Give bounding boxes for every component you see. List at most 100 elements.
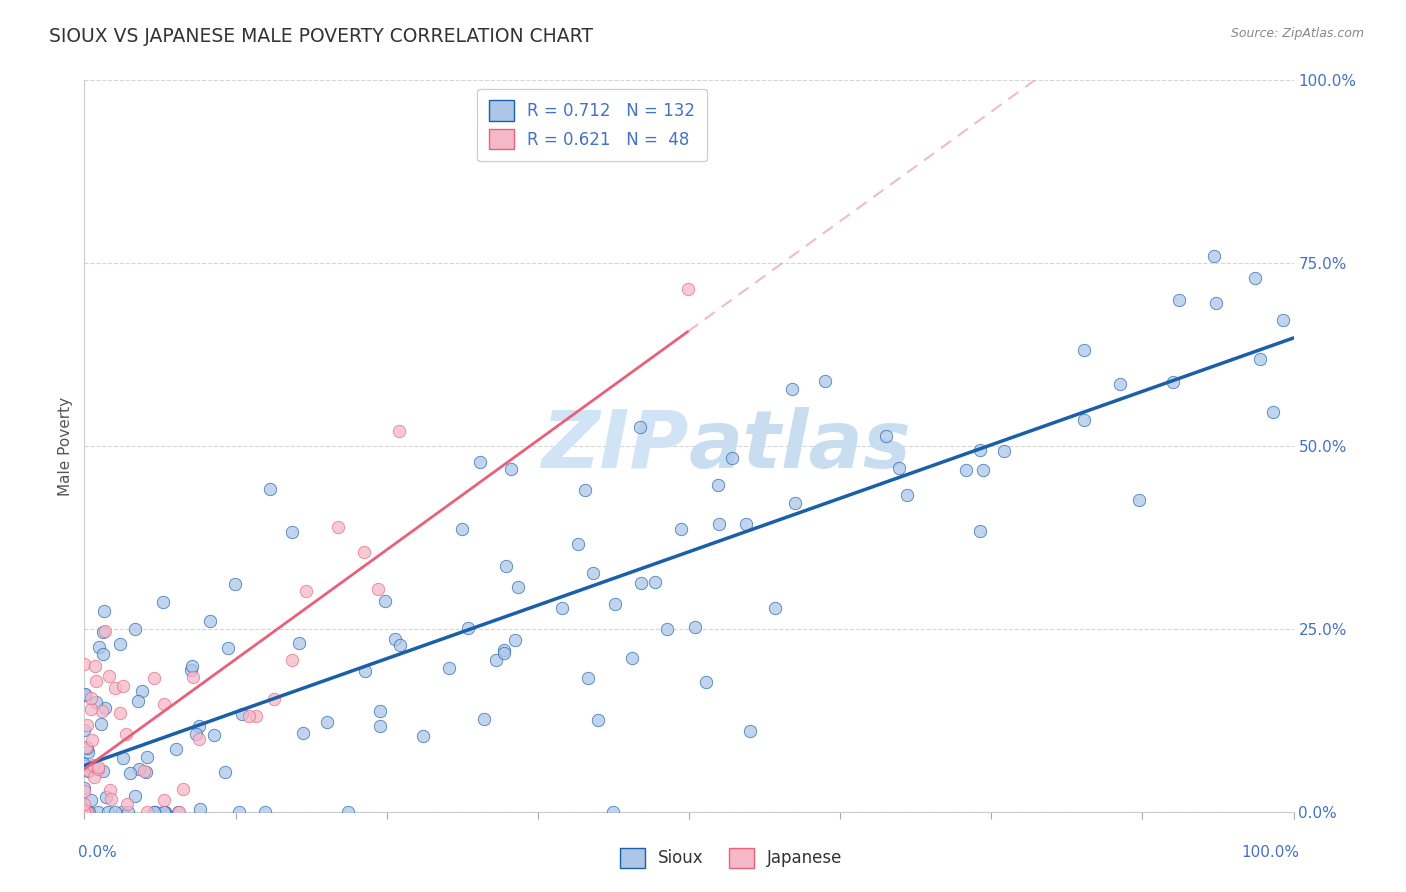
Point <box>1108 377 1130 392</box>
Point <box>97 805 120 819</box>
Point <box>153 805 176 819</box>
Point <box>501 462 523 476</box>
Point <box>104 681 127 695</box>
Point <box>73 657 96 672</box>
Point <box>586 713 609 727</box>
Point <box>875 428 897 442</box>
Point <box>153 805 176 819</box>
Point <box>181 658 204 673</box>
Point <box>783 496 806 510</box>
Point <box>669 522 692 536</box>
Point <box>740 723 762 738</box>
Point <box>217 641 239 656</box>
Point <box>108 706 131 721</box>
Point <box>87 760 110 774</box>
Point <box>492 642 515 657</box>
Point <box>238 708 260 723</box>
Point <box>295 584 318 599</box>
Point <box>94 701 117 715</box>
Point <box>567 537 589 551</box>
Point <box>1128 492 1150 507</box>
Point <box>354 664 377 678</box>
Point <box>73 797 96 811</box>
Point <box>224 577 246 591</box>
Point <box>181 670 204 684</box>
Point <box>86 805 108 819</box>
Point <box>676 282 699 296</box>
Point <box>472 712 495 726</box>
Point <box>73 723 96 737</box>
Point <box>143 805 166 819</box>
Point <box>582 566 605 580</box>
Point <box>353 545 375 559</box>
Point <box>84 674 107 689</box>
Point <box>73 805 96 819</box>
Point <box>316 714 339 729</box>
Point <box>153 805 176 819</box>
Point <box>187 731 209 746</box>
Point <box>198 614 221 628</box>
Point <box>326 520 349 534</box>
Point <box>73 803 96 817</box>
Point <box>75 805 97 819</box>
Point <box>128 762 150 776</box>
Point <box>77 805 100 819</box>
Point <box>495 559 517 574</box>
Point <box>73 780 96 795</box>
Point <box>721 450 744 465</box>
Point <box>172 782 194 797</box>
Point <box>630 575 652 590</box>
Point <box>111 805 134 819</box>
Point <box>77 764 100 778</box>
Point <box>93 604 115 618</box>
Point <box>683 620 706 634</box>
Point <box>603 597 626 611</box>
Point <box>135 765 157 780</box>
Point <box>281 653 304 667</box>
Point <box>131 684 153 698</box>
Point <box>100 792 122 806</box>
Point <box>1168 293 1191 307</box>
Point <box>368 704 391 718</box>
Point <box>620 650 643 665</box>
Text: 100.0%: 100.0% <box>1241 845 1299 860</box>
Point <box>91 648 114 662</box>
Point <box>969 524 991 539</box>
Point <box>90 704 112 718</box>
Point <box>75 739 97 754</box>
Point <box>263 692 285 706</box>
Point <box>80 733 103 747</box>
Point <box>180 663 202 677</box>
Text: ZIP: ZIP <box>541 407 689 485</box>
Point <box>602 805 624 819</box>
Point <box>628 419 651 434</box>
Point <box>77 805 100 819</box>
Point <box>1205 295 1227 310</box>
Point <box>93 764 115 778</box>
Point <box>77 763 100 777</box>
Point <box>450 522 472 536</box>
Point <box>167 805 190 819</box>
Point <box>75 805 97 819</box>
Point <box>506 580 529 594</box>
Point <box>259 482 281 496</box>
Point <box>644 574 666 589</box>
Point <box>89 640 111 655</box>
Point <box>368 719 391 733</box>
Point <box>374 593 396 607</box>
Point <box>112 679 135 693</box>
Point <box>184 727 207 741</box>
Point <box>91 625 114 640</box>
Point <box>188 718 211 732</box>
Point <box>94 624 117 639</box>
Point <box>1161 376 1184 390</box>
Point <box>80 792 103 806</box>
Point <box>574 483 596 498</box>
Point <box>972 463 994 477</box>
Point <box>124 789 146 803</box>
Point <box>439 660 461 674</box>
Point <box>550 600 572 615</box>
Point <box>470 455 492 469</box>
Point <box>152 595 174 609</box>
Point <box>707 517 730 532</box>
